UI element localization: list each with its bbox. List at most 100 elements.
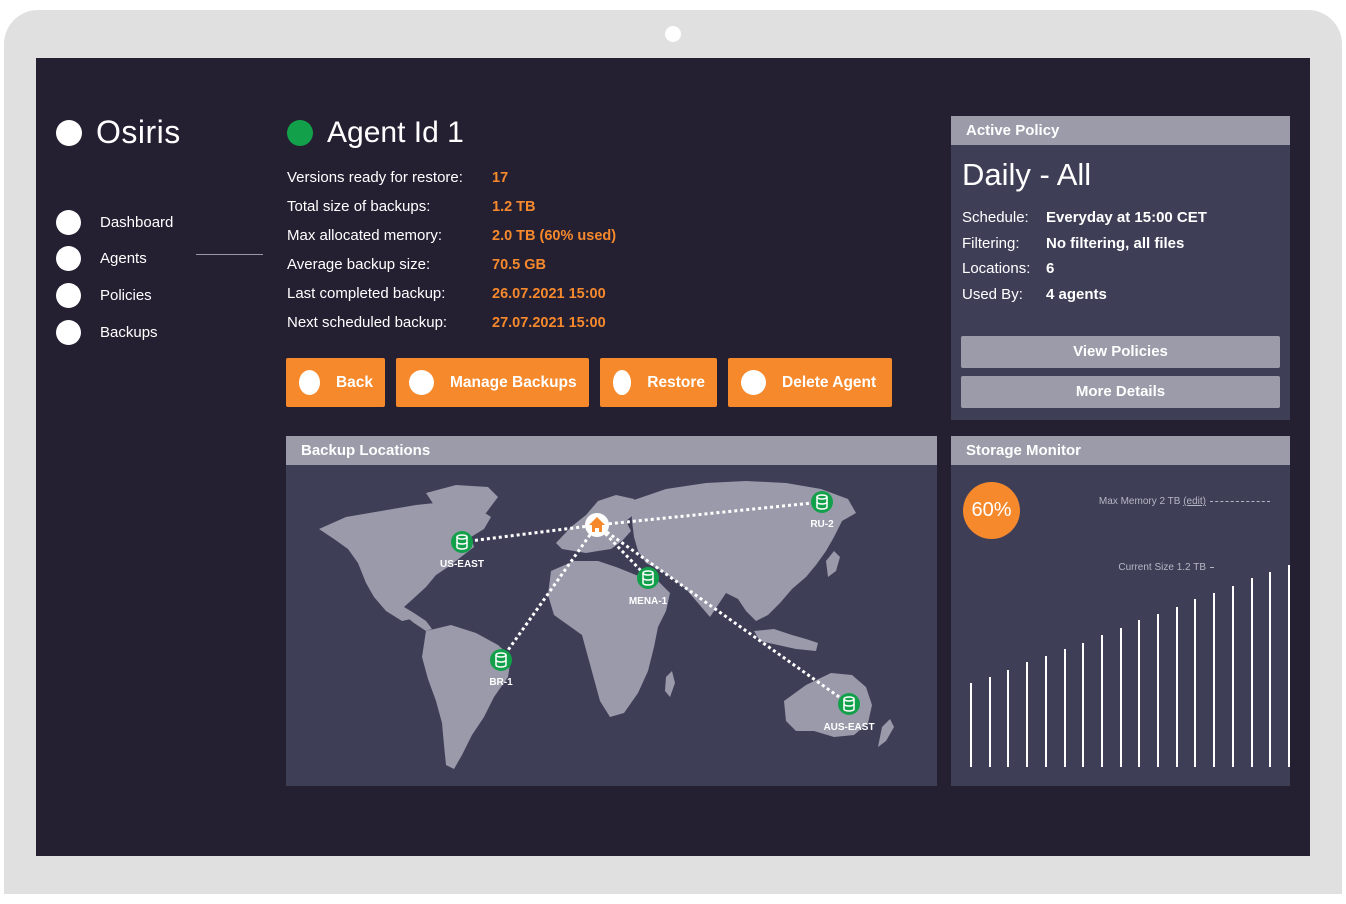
sidebar-item-label: Policies <box>100 286 152 304</box>
status-indicator-icon <box>287 120 313 146</box>
stat-value: 1.2 TB <box>492 198 536 215</box>
marker-label: AUS-EAST <box>823 722 874 733</box>
backup-locations-panel: Backup Locations <box>286 436 937 786</box>
back-button[interactable]: Back <box>286 358 385 407</box>
location-marker-us-east[interactable]: US-EAST <box>440 531 484 570</box>
policy-row-label: Schedule: <box>962 209 1029 227</box>
marker-label: BR-1 <box>489 677 513 688</box>
policy-row-label: Locations: <box>962 260 1031 278</box>
stat-value: 27.07.2021 15:00 <box>492 314 606 331</box>
backups-icon <box>56 319 81 345</box>
max-memory-label: Max Memory 2 TB (edit) <box>1099 496 1206 507</box>
marker-label: RU-2 <box>810 519 834 530</box>
panel-header: Backup Locations <box>286 436 937 465</box>
storage-bar <box>1100 635 1103 767</box>
storage-bar <box>1044 656 1047 767</box>
new-zealand-shape <box>878 719 894 747</box>
edit-max-memory-link[interactable]: (edit) <box>1183 496 1206 507</box>
location-marker-br-1[interactable]: BR-1 <box>489 649 513 688</box>
stat-row: Versions ready for restore: 17 <box>287 163 616 192</box>
agent-header: Agent Id 1 <box>287 116 464 150</box>
storage-bar <box>1269 572 1272 767</box>
restore-button[interactable]: Restore <box>600 358 717 407</box>
north-america-shape <box>319 501 491 621</box>
logo-icon <box>56 119 82 146</box>
policies-icon <box>56 282 81 308</box>
policy-row-value: No filtering, all files <box>1046 234 1185 252</box>
location-marker-aus-east[interactable]: AUS-EAST <box>823 693 875 733</box>
policy-row-value: Everyday at 15:00 CET <box>1046 209 1207 227</box>
sidebar-nav: Dashboard Agents Policies Backups <box>56 204 173 350</box>
view-policies-button[interactable]: View Policies <box>961 336 1280 368</box>
policy-row-label: Filtering: <box>962 234 1020 252</box>
active-nav-indicator <box>196 254 263 255</box>
stat-label: Max allocated memory: <box>287 227 443 244</box>
dashboard-icon <box>56 209 81 235</box>
africa-shape <box>548 561 670 717</box>
storage-bar <box>1250 578 1253 767</box>
se-asia-shape <box>754 629 818 651</box>
stat-label: Last completed backup: <box>287 285 446 302</box>
camera-icon <box>665 26 681 42</box>
storage-bar <box>1231 586 1234 767</box>
storage-bar <box>970 683 972 767</box>
connection-ru-2 <box>596 500 823 527</box>
stat-row: Next scheduled backup: 27.07.2021 15:00 <box>287 308 616 337</box>
storage-bar <box>1063 649 1066 767</box>
back-button-label: Back <box>335 373 373 391</box>
delete-agent-button-label: Delete Agent <box>782 373 877 391</box>
backup-connections <box>461 500 850 706</box>
policy-row-value: 6 <box>1046 260 1055 278</box>
stat-label: Next scheduled backup: <box>287 314 448 331</box>
storage-bar <box>988 677 991 767</box>
database-icon <box>456 534 468 550</box>
manage-backups-button-label: Manage Backups <box>450 373 577 391</box>
stat-value: 70.5 GB <box>492 256 546 273</box>
storage-bar <box>1157 614 1159 767</box>
policy-row: Locations: 6 <box>962 256 1290 282</box>
storage-bar <box>1213 593 1216 767</box>
stat-label: Total size of backups: <box>287 198 431 215</box>
stat-row: Average backup size: 70.5 GB <box>287 250 616 279</box>
manage-backups-button[interactable]: Manage Backups <box>396 358 589 407</box>
stat-row: Max allocated memory: 2.0 TB (60% used) <box>287 221 616 250</box>
panel-header: Storage Monitor <box>951 436 1290 465</box>
panel-header: Active Policy <box>951 116 1290 145</box>
database-icon <box>642 570 654 586</box>
sidebar-item-agents[interactable]: Agents <box>56 241 173 278</box>
more-details-button[interactable]: More Details <box>961 376 1280 408</box>
database-icon <box>495 652 507 668</box>
storage-bar <box>1082 643 1085 767</box>
agent-actions: Back Manage Backups Restore Delete Agent <box>286 358 903 407</box>
central-america-shape <box>404 607 432 631</box>
location-marker-ru-2[interactable]: RU-2 <box>810 491 834 530</box>
manage-backups-icon <box>409 370 434 395</box>
current-size-label: Current Size 1.2 TB <box>1118 562 1206 573</box>
sidebar-item-backups[interactable]: Backups <box>56 314 173 351</box>
database-icon <box>816 494 828 510</box>
sidebar-item-label: Backups <box>100 323 158 341</box>
location-marker-mena-1[interactable]: MENA-1 <box>629 567 668 607</box>
storage-bar <box>1175 607 1178 767</box>
home-icon <box>589 517 605 532</box>
stat-value: 2.0 TB (60% used) <box>492 227 617 244</box>
sidebar-item-policies[interactable]: Policies <box>56 277 173 314</box>
policy-name: Daily - All <box>962 157 1092 192</box>
connection-br-1 <box>499 524 599 661</box>
home-marker[interactable] <box>585 513 609 537</box>
stat-row: Total size of backups: 1.2 TB <box>287 192 616 221</box>
stat-row: Last completed backup: 26.07.2021 15:00 <box>287 279 616 308</box>
policy-row-label: Used By: <box>962 285 1023 303</box>
sidebar-item-dashboard[interactable]: Dashboard <box>56 204 173 241</box>
south-america-shape <box>422 625 511 769</box>
australia-shape <box>784 673 872 737</box>
stat-value: 26.07.2021 15:00 <box>492 285 606 302</box>
brand: Osiris <box>56 114 181 151</box>
app-name: Osiris <box>96 114 181 150</box>
connection-mena-1 <box>595 523 650 580</box>
greenland-shape <box>426 485 498 519</box>
storage-bar <box>1119 628 1122 767</box>
delete-agent-button[interactable]: Delete Agent <box>728 358 892 407</box>
policy-row-value: 4 agents <box>1046 285 1107 303</box>
sidebar-item-label: Agents <box>100 250 147 268</box>
